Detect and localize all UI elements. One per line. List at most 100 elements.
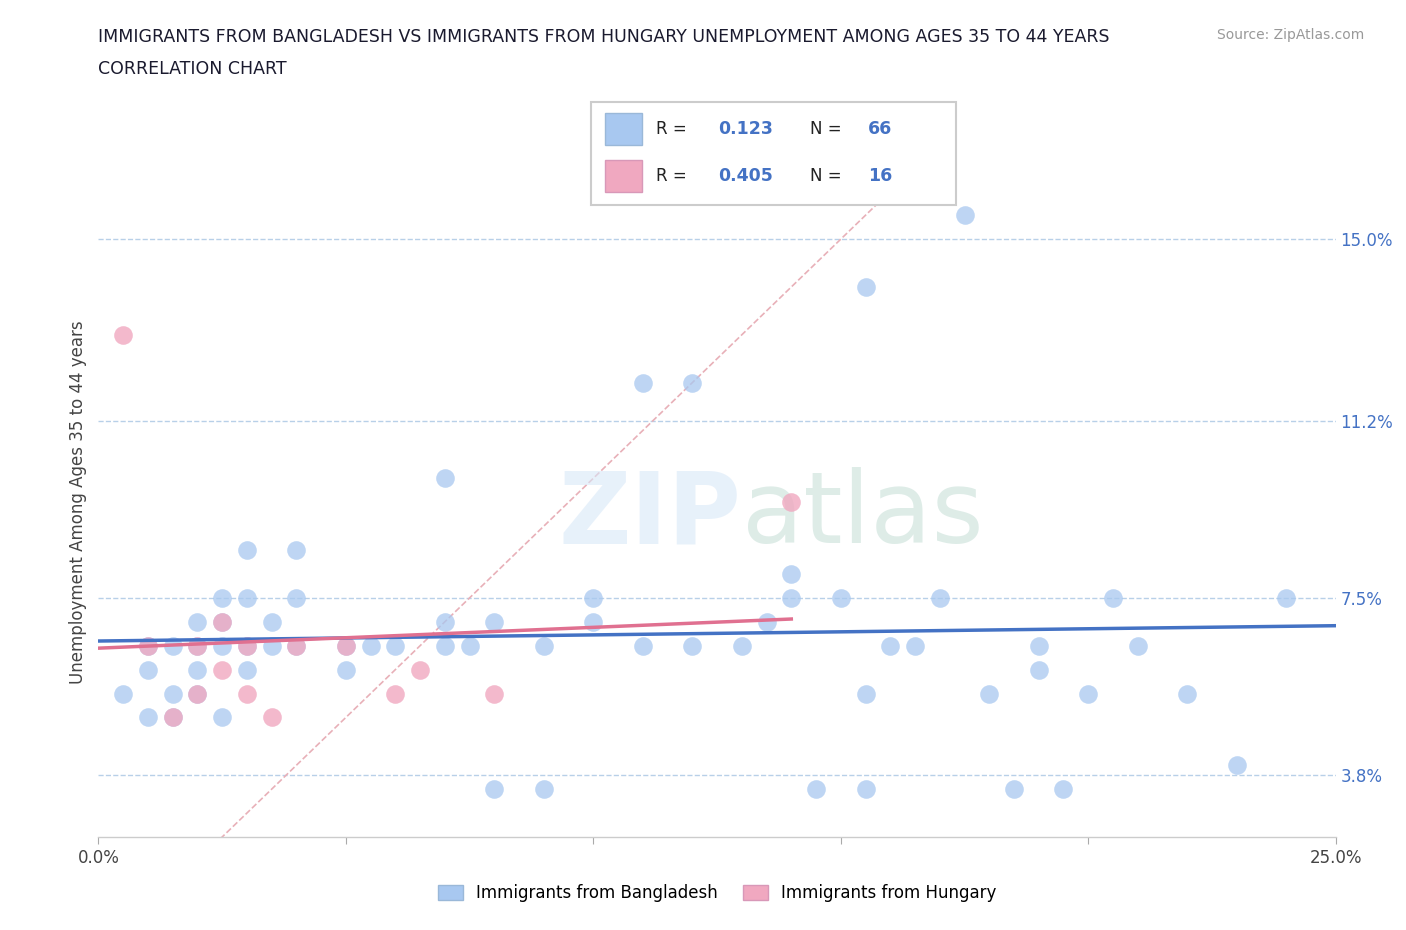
Text: 0.405: 0.405 xyxy=(718,167,773,185)
FancyBboxPatch shape xyxy=(591,102,956,205)
Point xyxy=(533,638,555,653)
Point xyxy=(236,686,259,701)
Point xyxy=(186,686,208,701)
Point xyxy=(162,638,184,653)
Point xyxy=(260,710,283,724)
Point xyxy=(830,591,852,605)
Point xyxy=(1175,686,1198,701)
Point xyxy=(211,662,233,677)
Point xyxy=(804,782,827,797)
Point xyxy=(484,782,506,797)
Point xyxy=(260,615,283,630)
Text: 66: 66 xyxy=(869,120,893,138)
Y-axis label: Unemployment Among Ages 35 to 44 years: Unemployment Among Ages 35 to 44 years xyxy=(69,321,87,684)
Point xyxy=(1275,591,1298,605)
Point xyxy=(433,471,456,485)
Point xyxy=(979,686,1001,701)
Point xyxy=(136,638,159,653)
Point xyxy=(162,710,184,724)
Point xyxy=(409,662,432,677)
Point xyxy=(484,686,506,701)
Point xyxy=(582,591,605,605)
Point xyxy=(211,615,233,630)
Text: 0.123: 0.123 xyxy=(718,120,773,138)
Point xyxy=(755,615,778,630)
Point xyxy=(285,542,308,557)
Point xyxy=(211,710,233,724)
Point xyxy=(236,638,259,653)
Point xyxy=(533,782,555,797)
Text: ZIP: ZIP xyxy=(560,467,742,565)
Point xyxy=(780,495,803,510)
Point xyxy=(855,280,877,295)
Point xyxy=(236,591,259,605)
Point xyxy=(879,638,901,653)
Legend: Immigrants from Bangladesh, Immigrants from Hungary: Immigrants from Bangladesh, Immigrants f… xyxy=(432,878,1002,909)
Point xyxy=(433,638,456,653)
Point xyxy=(953,207,976,222)
Point xyxy=(631,375,654,390)
Point xyxy=(631,638,654,653)
Point xyxy=(136,710,159,724)
Point xyxy=(855,686,877,701)
Point xyxy=(1002,782,1025,797)
Point xyxy=(285,638,308,653)
Point xyxy=(582,615,605,630)
Point xyxy=(260,638,283,653)
Point xyxy=(433,615,456,630)
Bar xyxy=(605,160,641,193)
Point xyxy=(731,638,754,653)
Point xyxy=(1126,638,1149,653)
Point xyxy=(335,662,357,677)
Point xyxy=(211,591,233,605)
Point xyxy=(458,638,481,653)
Point xyxy=(335,638,357,653)
Point xyxy=(236,638,259,653)
Point xyxy=(1102,591,1125,605)
Point xyxy=(681,375,703,390)
Point xyxy=(136,662,159,677)
Point xyxy=(1226,758,1249,773)
Text: R =: R = xyxy=(657,167,688,185)
Point xyxy=(112,327,135,342)
Point xyxy=(1028,662,1050,677)
Point xyxy=(855,782,877,797)
Point xyxy=(186,686,208,701)
Point xyxy=(236,542,259,557)
Text: N =: N = xyxy=(810,120,841,138)
Point xyxy=(484,615,506,630)
Point xyxy=(360,638,382,653)
Text: CORRELATION CHART: CORRELATION CHART xyxy=(98,60,287,78)
Point xyxy=(211,638,233,653)
Text: R =: R = xyxy=(657,120,688,138)
Point xyxy=(285,638,308,653)
Point xyxy=(186,638,208,653)
Point xyxy=(904,638,927,653)
Text: N =: N = xyxy=(810,167,841,185)
Text: atlas: atlas xyxy=(742,467,983,565)
Text: Source: ZipAtlas.com: Source: ZipAtlas.com xyxy=(1216,28,1364,42)
Bar xyxy=(605,113,641,145)
Point xyxy=(186,615,208,630)
Point xyxy=(211,615,233,630)
Point xyxy=(335,638,357,653)
Point xyxy=(136,638,159,653)
Point xyxy=(236,662,259,677)
Point xyxy=(162,710,184,724)
Point xyxy=(162,686,184,701)
Point xyxy=(928,591,950,605)
Point xyxy=(384,638,406,653)
Point xyxy=(186,638,208,653)
Text: IMMIGRANTS FROM BANGLADESH VS IMMIGRANTS FROM HUNGARY UNEMPLOYMENT AMONG AGES 35: IMMIGRANTS FROM BANGLADESH VS IMMIGRANTS… xyxy=(98,28,1109,46)
Point xyxy=(780,591,803,605)
Point xyxy=(1028,638,1050,653)
Point xyxy=(285,591,308,605)
Point xyxy=(384,686,406,701)
Point xyxy=(681,638,703,653)
Point xyxy=(1077,686,1099,701)
Point xyxy=(112,686,135,701)
Text: 16: 16 xyxy=(869,167,893,185)
Point xyxy=(186,662,208,677)
Point xyxy=(1052,782,1074,797)
Point xyxy=(780,566,803,581)
